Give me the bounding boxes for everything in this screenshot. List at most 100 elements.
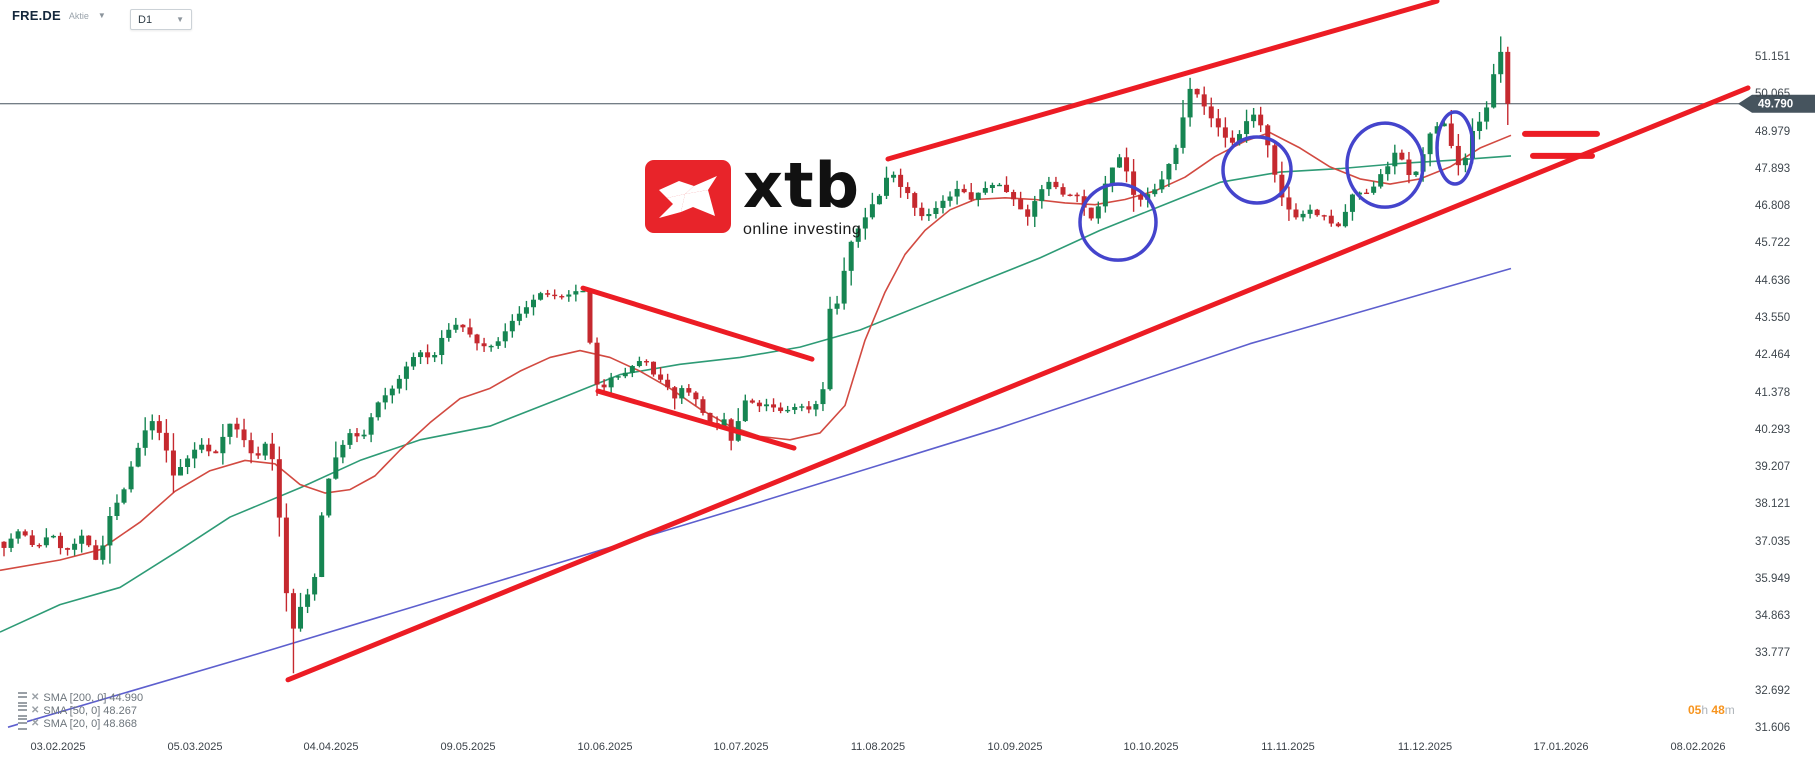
candle-body <box>862 217 868 229</box>
candle-body <box>1321 215 1327 217</box>
indicator-settings-icon[interactable] <box>18 705 27 717</box>
chevron-down-icon: ▼ <box>176 15 184 24</box>
highlight-circle-2[interactable] <box>1221 135 1293 205</box>
flag-upper-line[interactable] <box>580 285 815 362</box>
candle-body <box>891 174 897 178</box>
timer-hours: 05 <box>1688 703 1702 717</box>
sma-200-line[interactable] <box>7 267 1512 728</box>
candle-body <box>128 466 134 490</box>
candle-body <box>912 193 918 208</box>
candle-body <box>1166 163 1172 180</box>
candle-body <box>1039 189 1045 202</box>
date-axis-label: 11.12.2025 <box>1397 741 1453 753</box>
price-axis-label: 47.893 <box>1755 162 1791 175</box>
candle-body <box>396 378 402 389</box>
highlight-circle-3[interactable] <box>1345 121 1425 209</box>
price-axis-label: 31.606 <box>1755 722 1791 734</box>
date-axis-label: 10.07.2025 <box>713 741 769 753</box>
candle-body <box>1159 179 1165 190</box>
candle-body <box>1427 133 1433 155</box>
date-axis-label: 11.08.2025 <box>850 741 906 753</box>
highlight-circle-4[interactable] <box>1435 110 1475 186</box>
candle-body <box>86 535 92 546</box>
candle-body <box>1032 201 1038 217</box>
candle-body <box>813 404 819 410</box>
candle-body <box>1413 171 1419 176</box>
indicator-settings-icon[interactable] <box>18 692 27 704</box>
candle-body <box>742 400 748 422</box>
candle-body <box>841 270 847 304</box>
candle-body <box>926 213 932 217</box>
candle-body <box>1222 127 1228 138</box>
price-axis-label: 38.121 <box>1755 498 1791 511</box>
candle-body <box>178 467 183 476</box>
instrument-type-label: Aktie <box>68 10 89 21</box>
candle-body <box>1201 94 1207 107</box>
candle-body <box>947 196 953 201</box>
candle-body <box>361 434 367 437</box>
candle-body <box>1364 192 1370 195</box>
timeframe-value: D1 <box>138 13 153 26</box>
candle-body <box>827 308 833 390</box>
indicator-remove-icon[interactable]: ✕ <box>31 692 40 703</box>
timeframe-select[interactable]: D1 ▼ <box>130 9 192 30</box>
candle-body <box>954 188 960 197</box>
candle-body <box>163 432 169 451</box>
indicator-remove-icon[interactable]: ✕ <box>31 705 40 716</box>
candle-body <box>1477 121 1483 131</box>
current-price-badge <box>1738 94 1815 113</box>
candle-body <box>333 457 339 479</box>
candle-body <box>1229 137 1235 143</box>
candle-body <box>22 531 28 536</box>
xtb-watermark: xtb online investing <box>645 155 862 239</box>
candle-body <box>481 343 487 347</box>
candle-body <box>502 331 508 342</box>
flag-lower-line[interactable] <box>595 388 797 451</box>
candle-body <box>1371 186 1377 193</box>
candle-body <box>749 400 755 403</box>
price-axis-label: 37.035 <box>1755 535 1791 548</box>
xtb-tagline: online investing <box>743 221 862 238</box>
lower-support-line[interactable] <box>285 85 1751 683</box>
candle-body <box>305 594 311 607</box>
candle-body <box>1011 192 1017 200</box>
candle-body <box>206 444 212 452</box>
candle-body <box>347 433 353 445</box>
price-axis-label: 40.293 <box>1755 423 1791 436</box>
candle-body <box>1 541 7 548</box>
highlight-circle-1[interactable] <box>1078 182 1158 262</box>
candle-body <box>771 404 777 408</box>
indicator-remove-icon[interactable]: ✕ <box>31 718 40 729</box>
candle-body <box>615 376 621 378</box>
candle-body <box>1335 223 1341 227</box>
candle-body <box>545 293 551 295</box>
xtb-logo-icon <box>645 160 731 233</box>
candle-body <box>855 228 861 242</box>
candle-body <box>1491 74 1497 108</box>
candle-body <box>1314 209 1320 216</box>
candle-body <box>1392 152 1398 167</box>
date-axis-label: 10.10.2025 <box>1123 741 1179 753</box>
sma-50-line[interactable] <box>0 155 1512 633</box>
price-axis-label: 32.692 <box>1755 684 1791 697</box>
candle-body <box>403 366 409 379</box>
candle-body <box>1462 158 1468 166</box>
session-countdown: 05h 48m <box>1688 703 1735 717</box>
candle-body <box>1138 194 1144 200</box>
candle-body <box>410 357 416 367</box>
indicator-settings-icon[interactable] <box>18 718 27 730</box>
instrument-selector[interactable]: FRE.DE Aktie ▼ <box>12 8 106 23</box>
candle-body <box>1300 213 1306 218</box>
candle-body <box>919 207 925 217</box>
candle-body <box>608 377 614 388</box>
instrument-symbol: FRE.DE <box>12 8 61 23</box>
candle-body <box>1258 114 1264 126</box>
price-axis-label: 35.949 <box>1755 572 1791 585</box>
timer-hours-unit: h <box>1701 703 1709 717</box>
candle-body <box>933 207 939 214</box>
upper-channel-line[interactable] <box>885 0 1440 162</box>
candle-body <box>248 440 254 454</box>
candle-body <box>1357 192 1363 195</box>
candle-body <box>418 352 424 358</box>
